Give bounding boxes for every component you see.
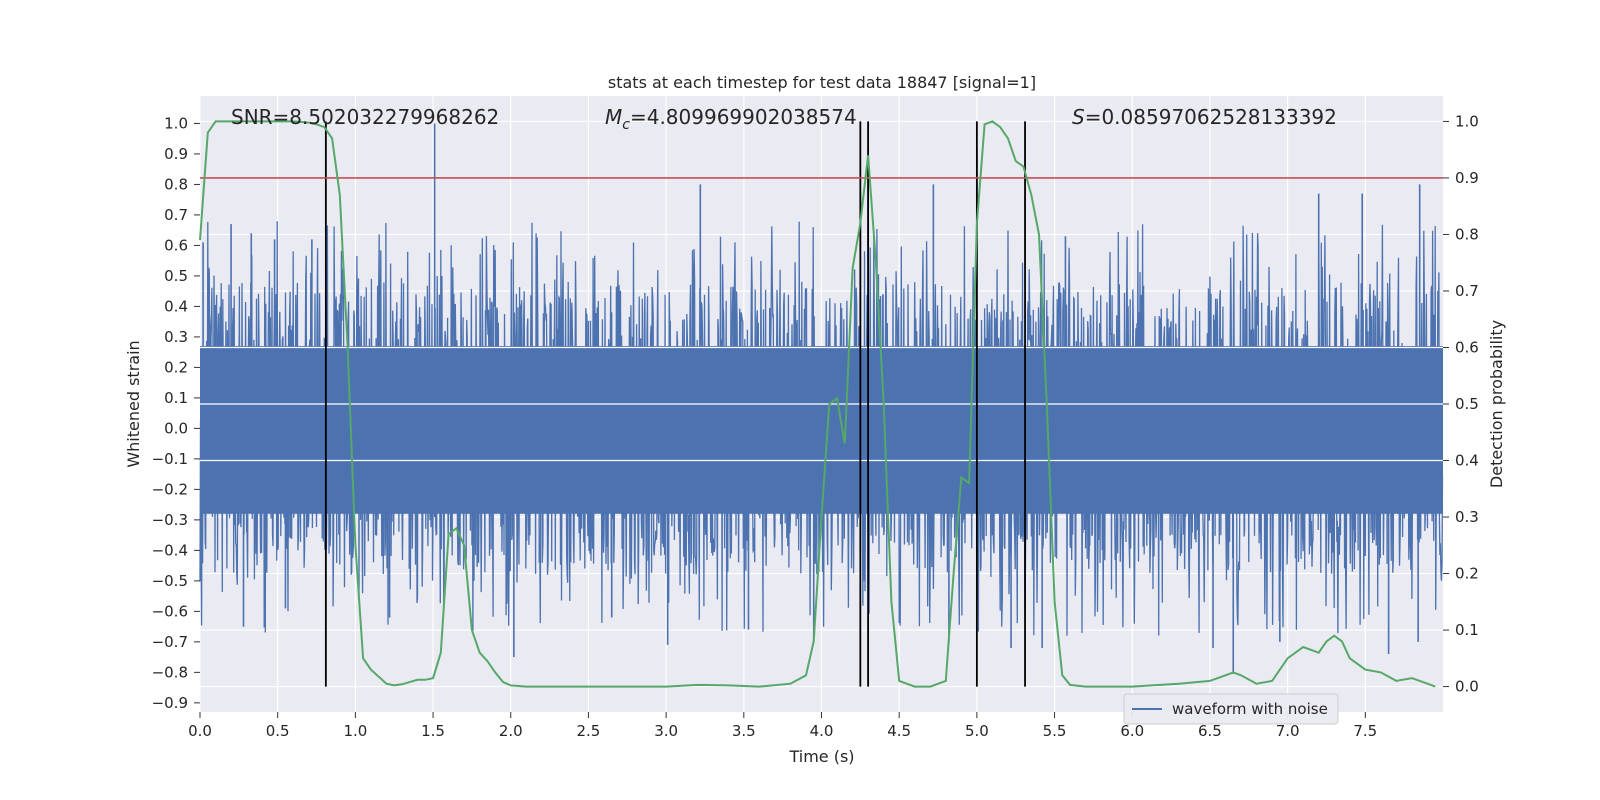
x-ticks: 0.0 0.5 1.0 1.5 2.0 2.5 3.0 3.5 4.0 4.5 5.0 5.5 6.0 6… [188,712,1377,740]
x-tick-label: 3.0 [654,722,678,740]
y2-tick-label: 0.2 [1455,565,1479,583]
y2-tick-label: 0.1 [1455,621,1479,639]
mc-symbol: M [605,105,622,129]
y-ticks: 1.0 0.9 0.8 0.7 0.6 0.5 0.4 0.3 0.2 0.1 0.0 −0.1 −0.… [152,114,200,712]
y2-tick-label: 0.7 [1455,282,1479,300]
x-tick-label: 4.0 [810,722,834,740]
waveform-series [199,123,1444,673]
legend: waveform with noise [1123,693,1339,725]
y-tick-label: −0.8 [152,663,188,681]
x-tick-label: 2.5 [577,722,601,740]
mc-subscript: c [622,117,630,133]
x-tick-label: 0.5 [266,722,290,740]
mc-value: =4.809969902038574 [630,105,857,129]
x-tick-label: 0.0 [188,722,212,740]
y2-axis-label: Detection probability [1487,320,1506,488]
x-tick-label: 4.5 [887,722,911,740]
x-tick-label: 7.5 [1353,722,1377,740]
y-tick-label: −0.4 [152,541,188,559]
chirp-mass-annotation: Mc=4.809969902038574 [605,105,857,133]
y-tick-label: −0.1 [152,450,188,468]
y-tick-label: 0.8 [164,175,188,193]
x-tick-label: 6.0 [1120,722,1144,740]
y-tick-label: 0.3 [164,328,188,346]
probability-series [199,120,1436,688]
chart-title: stats at each timestep for test data 188… [608,73,1036,92]
s-annotation: S=0.08597062528133392 [1072,105,1337,129]
y-tick-label: −0.3 [152,511,188,529]
y2-tick-label: 1.0 [1455,112,1479,130]
legend-box [1123,693,1339,725]
y2-tick-label: 0.8 [1455,225,1479,243]
x-tick-label: 2.0 [499,722,523,740]
x-tick-label: 5.0 [965,722,989,740]
y2-tick-label: 0.3 [1455,508,1479,526]
y-tick-label: 0.0 [164,419,188,437]
x-tick-label: 5.5 [1043,722,1067,740]
y2-tick-label: 0.0 [1455,678,1479,696]
y-tick-label: 0.2 [164,358,188,376]
y-tick-label: 0.4 [164,297,188,315]
y2-ticks: 1.0 0.9 0.8 0.7 0.6 0.5 0.4 0.3 0.2 0.1 0.0 [1443,112,1479,696]
x-tick-label: 3.5 [732,722,756,740]
y-tick-label: −0.2 [152,480,188,498]
y-tick-label: 0.9 [164,145,188,163]
y2-tick-label: 0.9 [1455,169,1479,187]
y-tick-label: −0.5 [152,572,188,590]
y-tick-label: −0.7 [152,633,188,651]
y2-tick-label: 0.5 [1455,395,1479,413]
x-tick-label: 1.0 [343,722,367,740]
y-tick-label: 0.6 [164,236,188,254]
x-axis-label: Time (s) [788,747,854,766]
y2-tick-label: 0.4 [1455,452,1479,470]
s-symbol: S [1072,105,1085,129]
x-tick-label: 1.5 [421,722,445,740]
s-value: =0.08597062528133392 [1085,105,1337,129]
x-tick-label: 6.5 [1198,722,1222,740]
snr-annotation: SNR=8.502032279968262 [231,105,499,129]
y-tick-label: −0.9 [152,694,188,712]
waveform-dense-band [200,346,1443,514]
x-tick-label: 7.0 [1276,722,1300,740]
legend-label: waveform with noise [1172,700,1328,718]
y-tick-label: 0.7 [164,206,188,224]
y-tick-label: 0.1 [164,389,188,407]
y-tick-label: −0.6 [152,602,188,620]
y-tick-label: 0.5 [164,267,188,285]
y2-tick-label: 0.6 [1455,338,1479,356]
probability-curve [199,120,1436,688]
y-axis-label: Whitened strain [124,340,143,467]
y-tick-label: 1.0 [164,114,188,132]
